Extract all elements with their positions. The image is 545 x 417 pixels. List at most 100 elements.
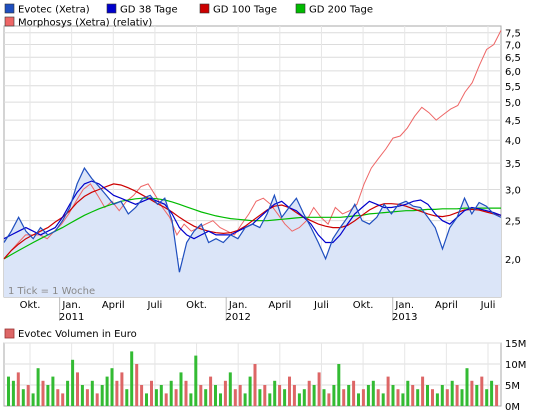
volume-y-tick-label: 5M — [505, 381, 520, 392]
volume-bar — [159, 385, 163, 406]
volume-bar — [21, 389, 25, 406]
volume-y-tick-label: 10M — [505, 360, 526, 371]
volume-bar — [204, 389, 208, 406]
price-grid — [4, 26, 501, 297]
volume-bar — [80, 385, 84, 406]
legend-label: Morphosys (Xetra) (relativ) — [18, 18, 152, 29]
evotec-line — [3, 166, 502, 273]
volume-bar — [41, 380, 45, 406]
price-y-tick-label: 4,5 — [505, 116, 521, 127]
volume-bar — [140, 385, 144, 406]
price-x-year-label: 2011 — [59, 312, 84, 323]
volume-y-axis: 0M 5M 10M 15M — [505, 339, 526, 413]
volume-bar — [268, 393, 272, 406]
volume-bar — [179, 372, 183, 406]
volume-bar — [125, 389, 129, 406]
volume-bar — [455, 385, 459, 406]
volume-bar — [352, 380, 356, 406]
volume-bar — [71, 359, 75, 406]
volume-bar — [150, 380, 153, 406]
volume-bar — [90, 380, 94, 406]
price-y-tick-label: 7,0 — [505, 41, 521, 52]
volume-bar — [431, 389, 434, 406]
volume-bar — [184, 380, 188, 406]
volume-bar — [361, 389, 365, 406]
volume-bar — [312, 385, 316, 406]
price-x-tick-label: Jan. — [61, 300, 81, 311]
price-x-tick-label: April — [102, 300, 125, 311]
price-y-tick-label: 7,5 — [505, 29, 521, 40]
volume-bar — [376, 389, 380, 406]
volume-bar — [273, 380, 277, 406]
volume-bar — [475, 385, 479, 406]
volume-bar — [209, 376, 213, 406]
price-y-tick-label: 2,5 — [505, 217, 521, 228]
volume-bar — [214, 385, 217, 406]
volume-bar — [332, 385, 336, 406]
volume-bar — [297, 393, 301, 406]
price-y-axis: 2,0 2,5 3,0 3,5 4,0 4,5 5,0 5,5 6,0 6,57,07,5 — [505, 29, 521, 266]
volume-bar — [406, 380, 410, 406]
volume-bar — [342, 389, 346, 406]
volume-bar — [51, 376, 55, 406]
volume-bar — [263, 385, 267, 406]
evotec-area — [4, 168, 501, 297]
price-x-tick-label: Juli — [146, 300, 162, 311]
volume-bar — [120, 372, 124, 406]
price-x-tick-label: April — [268, 300, 291, 311]
legend-swatch — [295, 3, 306, 14]
volume-title: Evotec Volumen in Euro — [18, 329, 137, 340]
legend-swatch — [199, 3, 210, 14]
volume-bar — [450, 380, 454, 406]
volume-bar — [347, 385, 351, 406]
legend-label: Evotec (Xetra) — [18, 5, 90, 16]
volume-bar — [317, 372, 321, 406]
volume-bar — [7, 376, 10, 406]
volume-bar — [465, 368, 469, 406]
volume-bar — [164, 393, 168, 406]
volume-bar — [401, 393, 405, 406]
volume-bar — [495, 385, 499, 406]
volume-bar — [445, 389, 449, 406]
price-x-tick-label: Okt. — [186, 300, 207, 311]
volume-bar — [115, 380, 119, 406]
volume-bar — [248, 376, 252, 406]
volume-bar — [219, 393, 222, 406]
volume-bar — [56, 389, 60, 406]
price-x-tick-label: Okt. — [353, 300, 374, 311]
volume-legend-swatch — [4, 328, 15, 339]
volume-bar — [253, 364, 257, 406]
morphosys-line — [3, 30, 502, 260]
volume-bar — [194, 355, 198, 406]
price-y-tick-label: 5,5 — [505, 82, 521, 93]
volume-y-tick-label: 15M — [505, 339, 526, 350]
legend-swatch — [106, 3, 117, 14]
volume-bar — [381, 393, 385, 406]
volume-bar — [228, 372, 232, 406]
volume-bar — [85, 389, 89, 406]
volume-bar — [130, 351, 134, 406]
volume-bar — [11, 380, 15, 406]
volume-bar — [371, 380, 375, 406]
volume-bar — [327, 393, 331, 406]
volume-bar — [366, 385, 370, 406]
volume-bar — [105, 376, 109, 406]
price-y-tick-label: 3,5 — [505, 159, 521, 170]
volume-bars — [7, 351, 499, 406]
volume-bar — [46, 385, 50, 406]
volume-bar — [223, 380, 227, 406]
price-x-tick-label: Juli — [480, 300, 496, 311]
price-y-tick-label: 6,0 — [505, 67, 521, 78]
gd100-line — [3, 183, 502, 260]
volume-bar — [292, 385, 296, 406]
volume-bar — [307, 380, 311, 406]
volume-bar — [283, 389, 287, 406]
volume-bar — [470, 380, 474, 406]
volume-bar — [174, 389, 178, 406]
legend-label: GD 38 Tage — [120, 5, 178, 16]
price-y-tick-label: 2,0 — [505, 255, 521, 266]
volume-bar — [426, 385, 429, 406]
volume-bar — [100, 385, 104, 406]
